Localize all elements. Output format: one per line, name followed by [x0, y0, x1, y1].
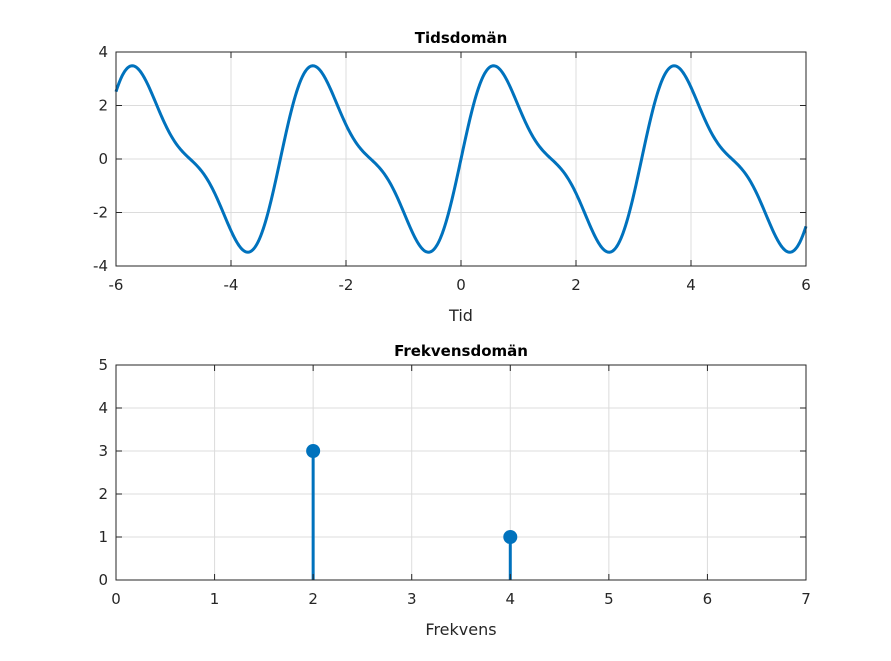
frequency-domain-x-tick-label: 3 [407, 590, 417, 608]
time-domain-x-tick-label: -2 [339, 276, 354, 294]
time-domain-y-tick-label: -4 [93, 257, 108, 275]
frequency-domain-axes-box [115, 364, 807, 581]
frequency-domain-y-tick-label: 2 [98, 485, 108, 503]
frequency-domain-plot: 0 1 2 3 4 5 6 7 0 1 2 3 4 5 Frekvensdomän Frekvens [98, 342, 810, 639]
time-domain-x-tick-label: 4 [686, 276, 696, 294]
frequency-domain-x-tick-label: 6 [703, 590, 713, 608]
time-domain-y-tick-label: -2 [93, 204, 108, 222]
frequency-domain-x-ticks: 0 1 2 3 4 5 6 7 [111, 365, 811, 608]
time-domain-x-tick-label: 6 [801, 276, 811, 294]
time-domain-x-tick-label: -6 [109, 276, 124, 294]
frequency-domain-y-tick-label: 3 [98, 442, 108, 460]
frequency-domain-x-tick-label: 1 [210, 590, 220, 608]
frequency-domain-stem-marker [503, 530, 518, 544]
frequency-domain-x-tick-label: 5 [604, 590, 614, 608]
time-domain-title: Tidsdomän [415, 29, 508, 47]
time-domain-y-tick-label: 2 [98, 97, 108, 115]
frequency-domain-y-tick-label: 1 [98, 528, 108, 546]
frequency-domain-x-tick-label: 2 [308, 590, 318, 608]
frequency-domain-y-tick-label: 4 [98, 399, 108, 417]
frequency-domain-x-tick-label: 0 [111, 590, 121, 608]
frequency-domain-y-tick-label: 5 [98, 356, 108, 374]
time-domain-x-label: Tid [448, 306, 473, 325]
time-domain-data [114, 64, 808, 254]
time-domain-x-tick-label: 0 [456, 276, 466, 294]
frequency-domain-x-tick-label: 4 [506, 590, 516, 608]
frequency-domain-data [306, 444, 518, 580]
time-domain-x-tick-label: -4 [224, 276, 239, 294]
frequency-domain-title: Frekvensdomän [394, 342, 528, 360]
time-domain-x-ticks: -6 -4 -2 0 2 4 6 [109, 52, 811, 294]
frequency-domain-stem-marker [306, 444, 321, 458]
frequency-domain-y-ticks: 0 1 2 3 4 5 [98, 356, 806, 589]
time-domain-y-tick-label: 0 [98, 150, 108, 168]
frequency-domain-y-tick-label: 0 [98, 571, 108, 589]
frequency-domain-x-tick-label: 7 [801, 590, 811, 608]
time-domain-x-tick-label: 2 [571, 276, 581, 294]
frequency-domain-x-label: Frekvens [425, 620, 496, 639]
time-domain-y-ticks: -4 -2 0 2 4 [93, 43, 806, 275]
time-domain-y-tick-label: 4 [98, 43, 108, 61]
time-domain-series-line [114, 64, 808, 254]
